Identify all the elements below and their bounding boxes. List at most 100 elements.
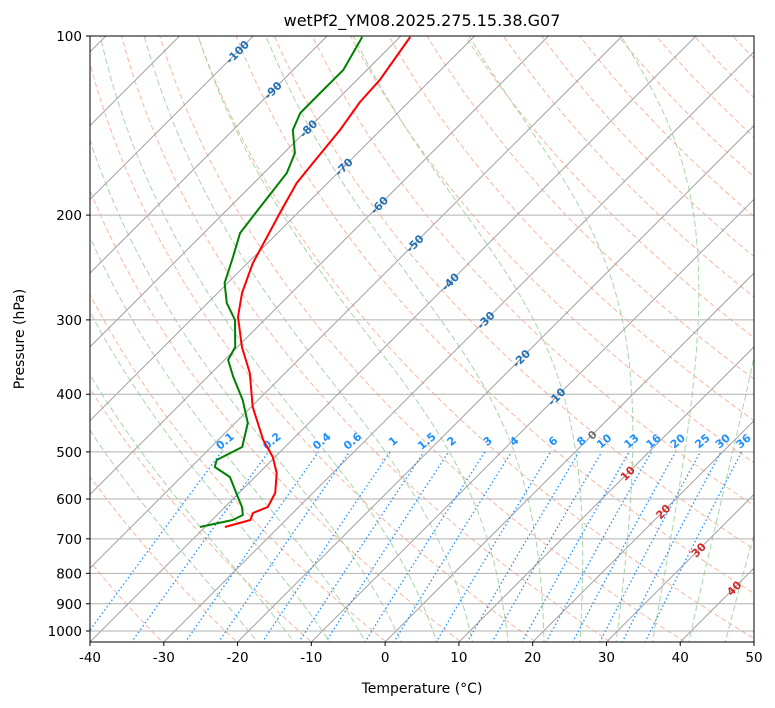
dry-adiabat [731, 36, 754, 59]
x-tick-label: 20 [524, 650, 541, 666]
isotherm [605, 493, 754, 642]
chart-title: wetPf2_YM08.2025.275.15.38.G07 [284, 11, 561, 31]
moist-adiabat [620, 36, 700, 642]
dry-adiabat [655, 36, 754, 138]
dry-adiabat [388, 36, 754, 422]
dry-adiabat [758, 23, 775, 646]
moist-adiabat [143, 36, 474, 642]
y-tick-label: 600 [56, 492, 82, 508]
moist-adiabat [90, 138, 402, 642]
y-tick-label: 300 [56, 313, 82, 329]
y-tick-label: 1000 [48, 624, 82, 640]
mixing-ratio-line [393, 451, 513, 642]
mixing-ratio-label: 3 [481, 434, 495, 449]
isotherm [90, 36, 476, 422]
dewpoint-profile [199, 36, 364, 528]
dry-adiabat [90, 387, 313, 642]
y-tick-label: 500 [56, 445, 82, 461]
dry-adiabat [502, 36, 754, 298]
x-tick-label: -40 [79, 650, 101, 666]
y-tick-label: 700 [56, 532, 82, 548]
mixing-ratio-label: 0.1 [214, 430, 237, 452]
isotherm [90, 36, 550, 496]
temperature-profile [224, 36, 412, 528]
mixing-ratio-label: 16 [644, 431, 664, 451]
dry-adiabat [90, 293, 388, 642]
isotherm [90, 36, 181, 127]
x-tick-label: 0 [381, 650, 390, 666]
x-tick-label: -30 [153, 650, 175, 666]
moist-adiabat [265, 36, 545, 642]
mixing-ratio-label: 6 [546, 434, 560, 449]
mixing-ratio-line [261, 451, 391, 642]
mixing-ratio-line [325, 451, 450, 642]
x-axis-label: Temperature (°C) [361, 681, 483, 697]
isotherm [90, 36, 402, 348]
isotherm [458, 346, 754, 642]
dry-adiabat [426, 36, 754, 380]
mixing-ratio-label: 25 [692, 431, 712, 451]
y-tick-label: 200 [56, 208, 82, 224]
dry-adiabat [579, 36, 754, 218]
moist-adiabat [90, 429, 259, 642]
moist-adiabat [724, 532, 754, 642]
moist-adiabat [99, 36, 438, 642]
isotherm [90, 36, 697, 642]
isotherm [310, 198, 754, 642]
dry-adiabat [540, 36, 754, 258]
x-tick-label: 50 [745, 650, 762, 666]
dry-adiabat [90, 61, 537, 642]
dry-adiabat [273, 36, 754, 550]
x-tick-label: -20 [227, 650, 249, 666]
isotherm [163, 51, 754, 642]
moist-adiabat [90, 373, 295, 642]
axes: -40 -30 -20 -10 0 10 20 30 40 5010020030040050060… [48, 29, 763, 666]
mixing-ratio-label: 30 [713, 431, 733, 451]
mixing-ratio-line [298, 451, 425, 642]
isotherm [90, 36, 255, 201]
x-tick-label: -10 [300, 650, 322, 666]
mixing-ratio-label: 1 [386, 434, 400, 449]
x-tick-label: 30 [598, 650, 615, 666]
y-axis-label: Pressure (hPa) [12, 289, 28, 389]
isotherm [531, 419, 754, 642]
mixing-ratio-line [491, 451, 603, 642]
mixing-ratio-line [184, 451, 320, 642]
moist-adiabat [352, 36, 584, 642]
mixing-ratio-label: 1.5 [415, 430, 438, 452]
y-tick-label: 100 [56, 29, 82, 45]
mixing-ratio-line [364, 451, 486, 642]
plot-frame [89, 35, 755, 643]
y-tick-label: 400 [56, 387, 82, 403]
y-tick-label: 800 [56, 566, 82, 582]
mixing-ratio-line [466, 451, 580, 642]
x-tick-label: 10 [450, 650, 467, 666]
mixing-ratio-label: 0.4 [310, 430, 334, 453]
mixing-ratio-label: 13 [622, 431, 642, 451]
dry-adiabat [90, 475, 238, 642]
y-tick-label: 900 [56, 597, 82, 613]
isotherm [90, 36, 623, 569]
profiles [199, 36, 412, 528]
mixing-ratio-line [130, 451, 270, 642]
dry-adiabat [311, 36, 754, 507]
mixing-ratio-line [621, 451, 722, 642]
x-tick-label: 40 [672, 650, 689, 666]
mixing-ratio-label: 0.6 [341, 430, 365, 453]
dry-adiabat [159, 36, 686, 642]
mixing-ratio-line [599, 451, 701, 642]
isotherm [90, 36, 328, 274]
isotherm [384, 272, 754, 642]
dry-adiabat [350, 36, 754, 464]
moist-adiabat [197, 36, 509, 642]
mixing-ratio-line [644, 451, 743, 642]
isotherm [236, 124, 754, 642]
moist-adiabat [90, 310, 331, 642]
isotherm-label: -10 [545, 385, 568, 408]
mixing-ratio-line [217, 451, 350, 642]
line-labels: 0.1 0.2 0.4 0.6 1 1.5 2 3 4 6 8 10 13 16 20 25 30 36-100-… [214, 38, 754, 599]
mixing-ratio-label: 4 [507, 434, 521, 449]
background-lines [90, 23, 775, 646]
mixing-ratio-label: 10 [594, 431, 614, 451]
